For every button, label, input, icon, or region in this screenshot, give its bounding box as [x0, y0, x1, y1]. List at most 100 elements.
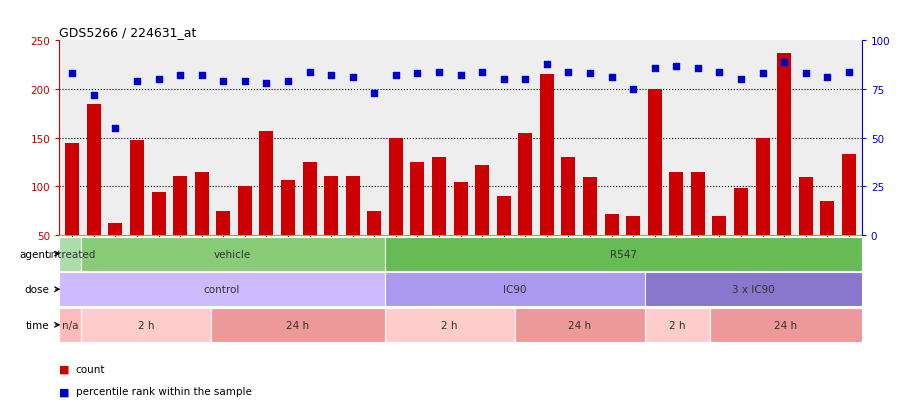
Text: agent: agent: [19, 249, 49, 259]
Text: percentile rank within the sample: percentile rank within the sample: [76, 387, 251, 396]
Point: [517, 77, 532, 83]
Bar: [432, 158, 445, 284]
Bar: [475, 166, 488, 284]
Point: [453, 73, 467, 80]
Text: 24 h: 24 h: [773, 320, 796, 330]
Text: ■: ■: [59, 387, 70, 396]
Bar: [754, 138, 769, 284]
Text: IC90: IC90: [503, 285, 526, 294]
Bar: [173, 176, 187, 284]
Bar: [151, 193, 166, 284]
Bar: [384, 308, 514, 342]
Point: [345, 75, 360, 81]
Point: [496, 77, 510, 83]
Bar: [259, 132, 273, 284]
Point: [711, 69, 726, 76]
Bar: [410, 163, 424, 284]
Text: 2 h: 2 h: [441, 320, 457, 330]
Text: dose: dose: [25, 285, 49, 294]
Bar: [388, 138, 403, 284]
Bar: [59, 308, 81, 342]
Point: [259, 81, 273, 87]
Bar: [644, 308, 710, 342]
Point: [194, 73, 209, 80]
Point: [237, 79, 251, 85]
Point: [366, 90, 381, 97]
Point: [690, 65, 704, 72]
Text: 3 x IC90: 3 x IC90: [732, 285, 774, 294]
Point: [647, 65, 661, 72]
Bar: [345, 176, 359, 284]
Point: [841, 69, 855, 76]
Bar: [539, 75, 553, 284]
Bar: [367, 211, 381, 284]
Text: R547: R547: [609, 249, 636, 259]
Bar: [710, 308, 861, 342]
Point: [475, 69, 489, 76]
Text: 24 h: 24 h: [568, 320, 590, 330]
Bar: [216, 211, 230, 284]
Bar: [194, 172, 209, 284]
Bar: [733, 189, 747, 284]
Point: [669, 63, 683, 70]
Bar: [841, 155, 855, 284]
Bar: [582, 177, 597, 284]
Point: [410, 71, 425, 78]
Point: [151, 77, 166, 83]
Point: [539, 61, 554, 68]
Point: [625, 86, 640, 93]
Point: [560, 69, 575, 76]
Bar: [496, 197, 510, 284]
Text: 24 h: 24 h: [286, 320, 309, 330]
Text: untreated: untreated: [45, 249, 96, 259]
Bar: [711, 216, 726, 284]
Point: [108, 125, 123, 132]
Bar: [604, 214, 618, 284]
Bar: [281, 180, 294, 284]
Text: 2 h: 2 h: [669, 320, 685, 330]
Bar: [647, 90, 661, 284]
Bar: [302, 163, 316, 284]
Point: [582, 71, 597, 78]
Text: time: time: [26, 320, 49, 330]
Bar: [626, 216, 640, 284]
Point: [87, 93, 101, 99]
Bar: [517, 133, 532, 284]
Point: [323, 73, 338, 80]
Point: [797, 71, 812, 78]
Bar: [108, 224, 122, 284]
Point: [776, 59, 791, 66]
Bar: [59, 273, 384, 306]
Point: [281, 79, 295, 85]
Bar: [798, 177, 812, 284]
Bar: [561, 158, 575, 284]
Point: [65, 71, 79, 78]
Bar: [453, 183, 467, 284]
Text: control: control: [203, 285, 240, 294]
Point: [129, 79, 144, 85]
Bar: [323, 176, 338, 284]
Bar: [669, 172, 682, 284]
Bar: [514, 308, 644, 342]
Bar: [59, 237, 81, 271]
Bar: [384, 237, 861, 271]
Text: GDS5266 / 224631_at: GDS5266 / 224631_at: [59, 26, 197, 39]
Text: vehicle: vehicle: [214, 249, 251, 259]
Point: [216, 79, 230, 85]
Bar: [81, 237, 384, 271]
Point: [733, 77, 748, 83]
Bar: [81, 308, 210, 342]
Bar: [776, 54, 791, 284]
Point: [754, 71, 769, 78]
Point: [431, 69, 445, 76]
Bar: [129, 140, 144, 284]
Point: [388, 73, 403, 80]
Bar: [384, 273, 644, 306]
Bar: [210, 308, 384, 342]
Text: 2 h: 2 h: [138, 320, 154, 330]
Bar: [691, 172, 704, 284]
Point: [302, 69, 316, 76]
Point: [819, 75, 834, 81]
Bar: [66, 143, 79, 284]
Bar: [644, 273, 861, 306]
